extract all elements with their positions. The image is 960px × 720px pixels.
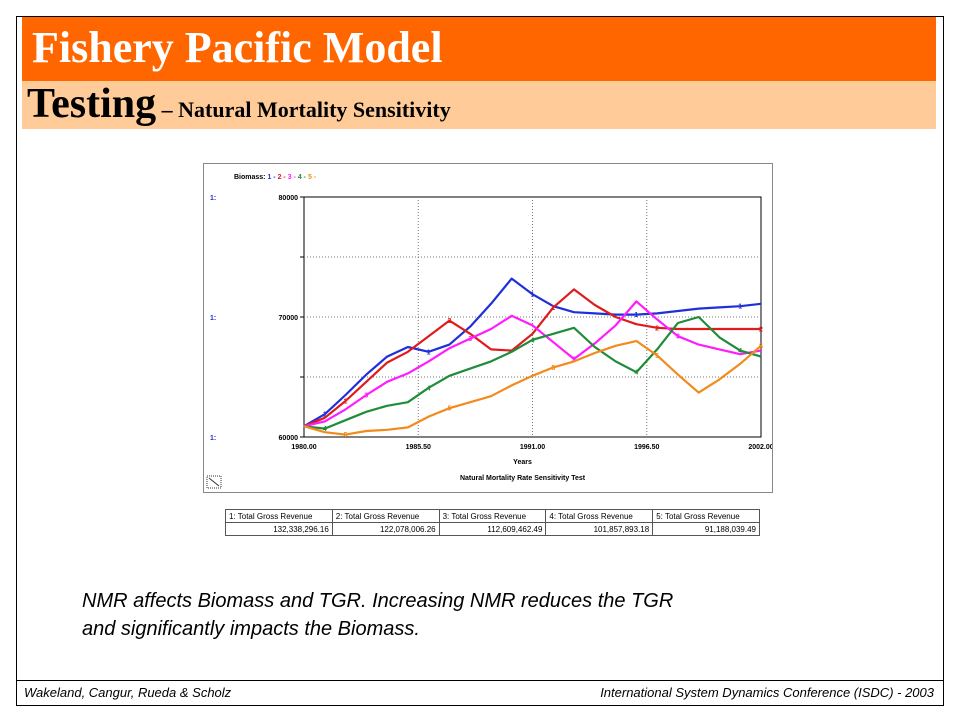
revenue-header-4: 4: Total Gross Revenue	[545, 509, 654, 523]
corner-tool-icon	[206, 475, 222, 489]
legend-item-4: 4 -	[298, 174, 308, 181]
series-marker-2: 2	[759, 327, 763, 334]
series-marker-5: 5	[551, 365, 555, 372]
revenue-value-row: 132,338,296.16 122,078,006.26 112,609,46…	[225, 522, 760, 536]
series-marker-3: 3	[676, 334, 680, 341]
revenue-value-2: 122,078,006.26	[331, 522, 440, 536]
y-tick-label: 70000	[279, 315, 299, 322]
series-marker-5: 5	[655, 353, 659, 360]
series-marker-4: 4	[427, 385, 431, 392]
subtitle-bar	[22, 81, 936, 129]
legend-item-2: 2 -	[278, 174, 288, 181]
body-line-1: NMR affects Biomass and TGR. Increasing …	[82, 590, 674, 612]
series-marker-5: 5	[759, 343, 763, 350]
series-marker-1: 1	[323, 412, 327, 419]
revenue-header-1: 1: Total Gross Revenue	[225, 509, 333, 523]
revenue-value-5: 91,188,039.49	[652, 522, 760, 536]
slide-title: Fishery Pacific Model	[32, 23, 443, 72]
biomass-chart: 60000 1: 70000 1: 80000 1: 1980.00 1985.50 1991.…	[203, 163, 773, 493]
series-marker-4: 4	[738, 348, 742, 355]
x-tick-label: 1985.50	[406, 444, 431, 451]
legend-item-1: 1 -	[267, 174, 277, 181]
series-line-3	[303, 300, 762, 428]
slide-subtitle: Testing – Natural Mortality Sensitivity	[27, 80, 451, 137]
revenue-header-5: 5: Total Gross Revenue	[652, 509, 760, 523]
body-text: NMR affects Biomass and TGR. Increasing …	[82, 587, 902, 643]
series-line-2	[303, 288, 761, 428]
series-marker-4: 4	[634, 370, 638, 377]
chart-svg: 60000 1: 70000 1: 80000 1: 1980.00 1985.50 1991.…	[206, 174, 772, 489]
series-line-4	[303, 315, 762, 430]
series-marker-2: 2	[447, 318, 451, 325]
y-scale-label: 1:	[210, 195, 216, 202]
series-marker-1: 1	[738, 304, 742, 311]
series-marker-1: 1	[634, 312, 638, 319]
series-marker-4: 4	[531, 337, 535, 344]
footer-conference: International System Dynamics Conference…	[600, 685, 934, 700]
y-tick-label: 80000	[279, 195, 299, 202]
series-marker-1: 1	[531, 292, 535, 299]
y-scale-label: 1:	[210, 435, 216, 442]
x-tick-label: 2002.00	[748, 444, 772, 451]
footer-divider	[16, 680, 944, 681]
subtitle-main: Testing	[27, 81, 157, 127]
legend-item-3: 3 -	[288, 174, 298, 181]
corner-tool-icon-stroke	[208, 477, 220, 487]
series-line-1	[303, 277, 762, 428]
series-marker-1: 1	[427, 349, 431, 356]
revenue-value-4: 101,857,893.18	[545, 522, 654, 536]
body-line-2: and significantly impacts the Biomass.	[82, 618, 420, 640]
series-line-5	[303, 339, 762, 436]
footer-authors: Wakeland, Cangur, Rueda & Scholz	[24, 685, 232, 700]
revenue-header-3: 3: Total Gross Revenue	[438, 509, 547, 523]
chart-legend: Biomass: 1 - 2 - 3 - 4 - 5 -	[234, 174, 317, 181]
revenue-table: 1: Total Gross Revenue 2: Total Gross Re…	[225, 509, 760, 536]
legend-prefix: Biomass:	[234, 174, 267, 181]
revenue-value-3: 112,609,462.49	[438, 522, 547, 536]
x-tick-label: 1991.00	[520, 444, 545, 451]
series-marker-3: 3	[572, 357, 576, 364]
slide-frame	[16, 16, 944, 706]
title-bar	[22, 17, 936, 81]
x-tick-label: 1980.00	[291, 444, 316, 451]
y-scale-label: 1:	[210, 315, 216, 322]
subtitle-rest: – Natural Mortality Sensitivity	[156, 97, 451, 122]
legend-item-5: 5 -	[308, 174, 317, 181]
revenue-value-1: 132,338,296.16	[225, 522, 333, 536]
series-marker-2: 2	[344, 399, 348, 406]
y-tick-label: 60000	[279, 435, 299, 442]
series-marker-5: 5	[447, 406, 451, 413]
series-marker-5: 5	[344, 432, 348, 439]
chart-caption: Natural Mortality Rate Sensitivity Test	[460, 475, 586, 482]
x-tick-label: 1996.50	[634, 444, 659, 451]
series-marker-2: 2	[655, 325, 659, 332]
revenue-header-2: 2: Total Gross Revenue	[331, 509, 440, 523]
revenue-header-row: 1: Total Gross Revenue 2: Total Gross Re…	[225, 509, 760, 523]
series-marker-2: 2	[551, 305, 555, 312]
series-marker-3: 3	[364, 393, 368, 400]
x-axis-label: Years	[513, 459, 532, 466]
series-marker-4: 4	[323, 426, 327, 433]
series-marker-3: 3	[468, 336, 472, 343]
